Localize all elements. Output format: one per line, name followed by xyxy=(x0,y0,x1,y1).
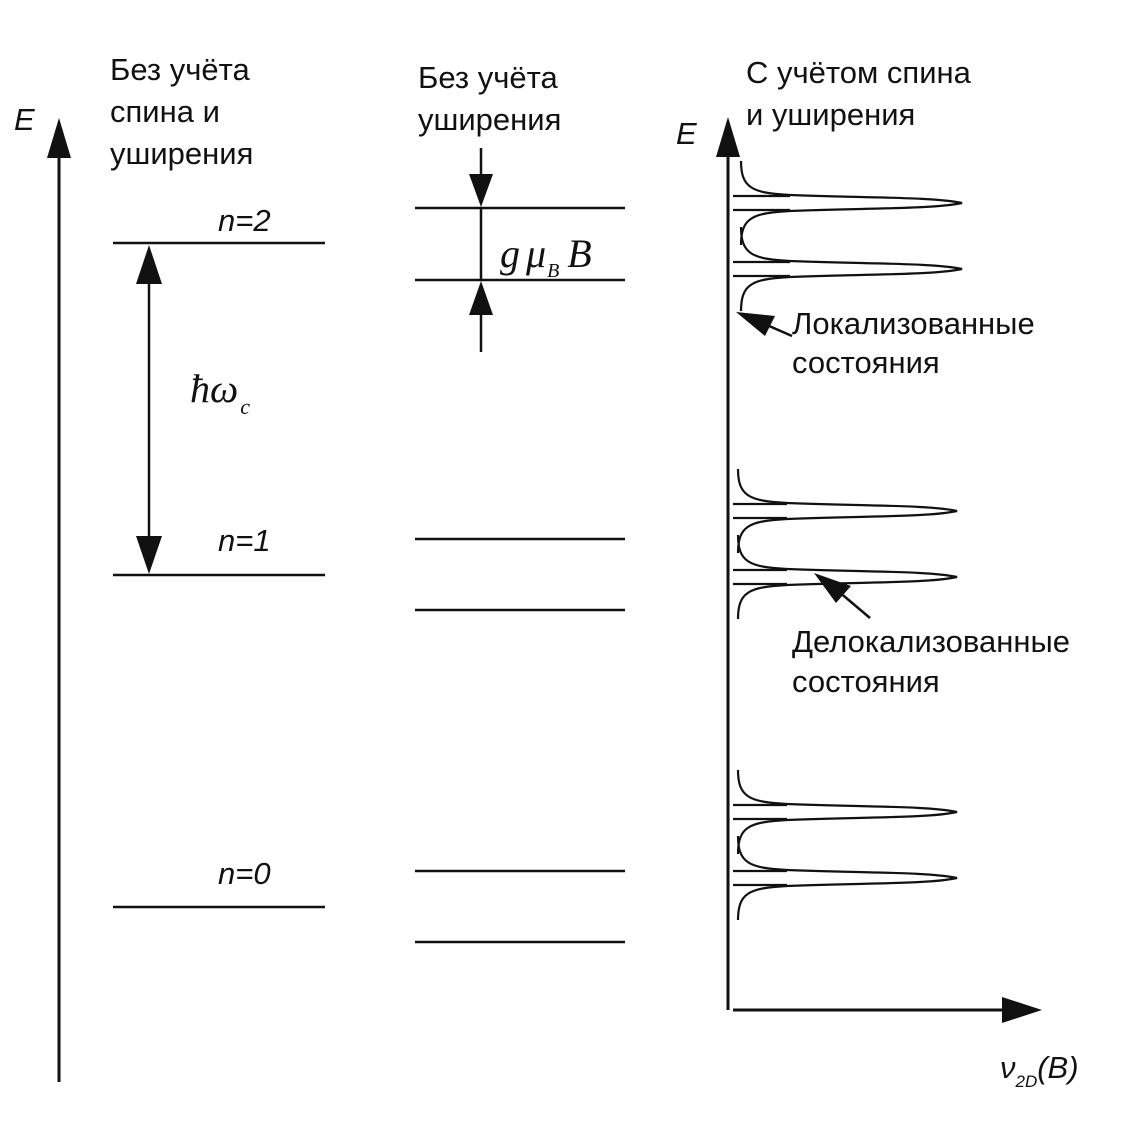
zeeman-arrow-bottom-head xyxy=(469,281,493,315)
right-energy-axis-label: E xyxy=(676,116,697,151)
dos-peak-n2-upper xyxy=(739,160,963,246)
cyclotron-spacing-label: ħωc xyxy=(190,366,250,419)
right-title-line-1: С учётом спина xyxy=(746,55,972,90)
dos-axis-label: ν2D(B) xyxy=(1000,1050,1079,1091)
right-title-line-2: и уширения xyxy=(746,97,915,132)
left-title-line-3: уширения xyxy=(110,136,253,171)
dos-peak-n1-upper xyxy=(736,468,958,554)
zeeman-arrow-top-head xyxy=(469,174,493,207)
left-energy-axis-label: E xyxy=(14,102,35,137)
level-label-n0: n=0 xyxy=(218,856,271,891)
level-label-n2: n=2 xyxy=(218,203,271,238)
dos-peak-n0-upper xyxy=(736,769,958,855)
localized-label-line-1: Локализованные xyxy=(792,306,1035,341)
delocalized-pointer-head xyxy=(814,573,851,603)
level-label-n1: n=1 xyxy=(218,523,271,558)
delocalized-pointer-shaft xyxy=(837,590,871,619)
delocalized-label-line-2: состояния xyxy=(792,664,940,699)
middle-title-line-2: уширения xyxy=(418,102,561,137)
right-column: С учётом спина и уширения E ν2D(B) xyxy=(676,55,1079,1091)
cyclotron-spacing-arrowhead-up xyxy=(136,245,162,284)
left-energy-axis-arrowhead xyxy=(47,118,71,158)
dos-peak-n0-lower xyxy=(736,835,958,921)
right-energy-axis-arrowhead xyxy=(716,117,740,157)
localized-label-line-2: состояния xyxy=(792,345,940,380)
dos-axis-arrowhead xyxy=(1002,997,1042,1023)
left-column: Без учёта спина и уширения E n=2 n=1 n=0… xyxy=(14,52,325,1082)
left-title-line-1: Без учёта xyxy=(110,52,250,87)
middle-column: Без учёта уширения g μB B xyxy=(415,60,625,944)
cyclotron-spacing-arrowhead-down xyxy=(136,536,162,574)
dos-peak-n2-lower xyxy=(739,226,963,312)
middle-title-line-1: Без учёта xyxy=(418,60,558,95)
localized-pointer-head xyxy=(736,312,775,336)
left-title-line-2: спина и xyxy=(110,94,220,129)
delocalized-label-line-1: Делокализованные xyxy=(792,624,1070,659)
zeeman-splitting-label: g μB B xyxy=(500,231,592,282)
dos-peak-n1-lower xyxy=(736,534,958,620)
